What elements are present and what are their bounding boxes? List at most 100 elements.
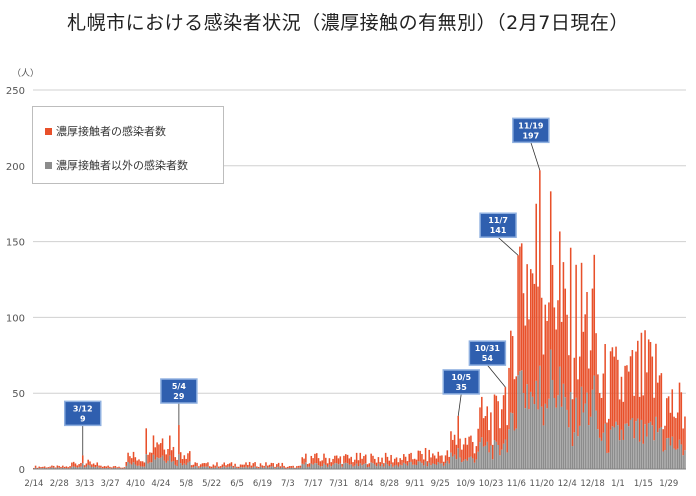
bar-contact [156,442,158,458]
bar-contact [464,437,467,460]
bar-contact [159,443,162,458]
bar-noncontact [406,465,409,469]
bar-noncontact [593,375,596,469]
bar-noncontact [134,464,137,469]
x-tick-label-10/23: 10/23 [479,479,504,489]
bar-noncontact [631,417,634,469]
bar-noncontact [185,464,187,469]
bar-contact [116,467,118,469]
bar-noncontact [71,466,73,469]
bar-contact [250,465,253,468]
bar-contact [637,340,639,419]
bar-contact [198,466,200,468]
bar-contact [317,458,320,466]
bar-noncontact [190,467,193,469]
bar-noncontact [174,464,177,469]
bar-contact [58,465,60,468]
bar-contact [210,466,213,469]
bar-contact [165,454,167,463]
bar-noncontact [530,391,532,469]
bar-contact [100,465,102,468]
bar-contact [83,465,86,468]
bar-contact [631,350,634,418]
bar-contact [109,466,111,469]
bar-contact [51,465,53,468]
bar-contact [442,461,445,466]
bar-contact [248,461,251,467]
bar-contact [555,329,557,408]
bar-contact [219,466,222,468]
bar-contact [91,464,93,467]
bar-contact [47,467,50,469]
bar-contact [169,435,171,456]
bar-noncontact [140,466,142,469]
bar-noncontact [666,438,668,469]
bar-noncontact [455,459,458,469]
bar-contact [457,415,459,449]
bar-contact [384,452,387,463]
bar-contact [602,373,605,433]
bar-contact [531,273,534,397]
bar-contact [452,439,454,457]
bar-noncontact [435,464,438,469]
bar-contact [580,262,583,387]
bar-contact [236,466,238,469]
bar-contact [80,462,82,467]
bar-contact [65,466,68,469]
bar-noncontact [256,467,258,469]
bar-noncontact [279,467,282,469]
bar-noncontact [658,428,661,469]
bar-noncontact [96,466,99,469]
bar-noncontact [424,461,427,469]
bar-contact [72,461,75,467]
bar-noncontact [281,466,284,469]
bar-noncontact [317,465,320,469]
bar-contact [208,466,211,468]
bar-contact [214,465,216,468]
bar-contact [357,460,360,467]
bar-noncontact [624,423,626,469]
x-tick-label-7/31: 7/31 [329,479,348,489]
bar-noncontact [676,448,679,469]
bar-contact [584,314,586,404]
bar-noncontact [653,440,655,469]
bar-noncontact [350,464,352,469]
bar-noncontact [403,462,405,469]
bar-noncontact [203,466,206,469]
bar-contact [49,466,51,468]
bar-noncontact [608,452,610,469]
bar-noncontact [198,467,200,469]
bar-contact [635,351,637,422]
bar-contact [419,450,421,462]
bar-contact [393,458,396,466]
bar-noncontact [241,467,244,469]
bar-contact [127,452,129,462]
bar-noncontact [254,466,256,469]
bar-contact [112,466,115,468]
bar-contact [265,462,267,467]
bar-contact [63,466,66,469]
bar-contact [462,444,465,461]
bar-noncontact [167,460,169,469]
bar-noncontact [542,425,545,469]
bar-contact [459,438,461,458]
bar-contact [228,463,231,467]
bar-noncontact [580,386,583,469]
bar-contact [328,458,331,465]
bar-contact [299,465,302,468]
bar-contact [513,379,516,431]
bar-noncontact [107,467,109,469]
bar-contact [640,332,643,420]
bar-noncontact [170,461,173,469]
bar-noncontact [163,460,166,469]
bar-noncontact [49,467,51,469]
bar-contact [504,387,507,440]
bar-noncontact [484,445,487,469]
bar-noncontact [413,464,416,469]
bar-contact [43,466,46,468]
bar-contact [207,462,209,467]
bar-contact [78,464,80,467]
x-tick-label-3/13: 3/13 [75,479,94,489]
bar-noncontact [598,437,601,469]
